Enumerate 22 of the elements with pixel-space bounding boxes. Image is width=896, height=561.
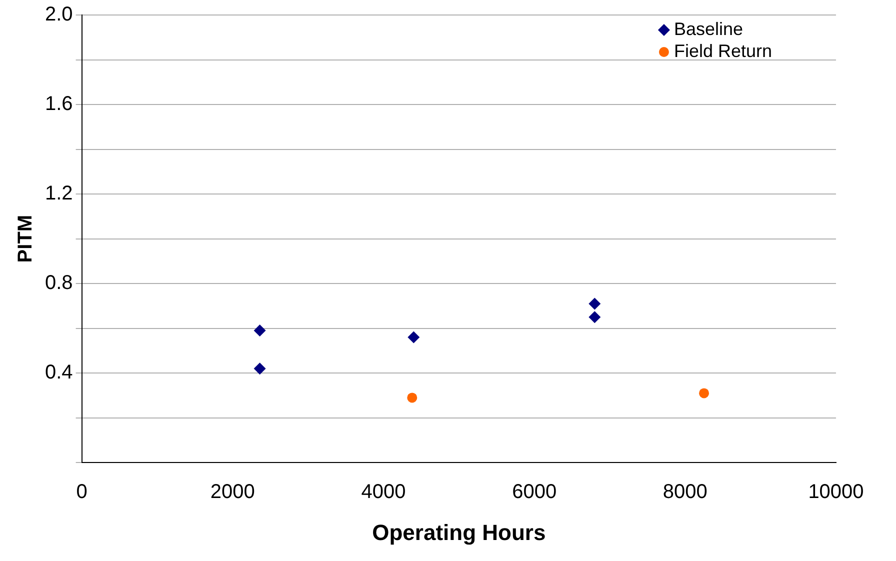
legend-label: Field Return — [674, 40, 772, 61]
x-tick-label: 8000 — [662, 481, 708, 504]
point — [588, 298, 601, 310]
point — [588, 311, 601, 324]
x-axis-title: Operating Hours — [372, 520, 546, 545]
legend-label: Baseline — [674, 18, 744, 39]
point — [699, 388, 710, 398]
x-tick-label: 2000 — [210, 481, 255, 504]
point — [407, 392, 418, 403]
y-tick-label: 2.0 — [44, 4, 73, 26]
x-tick-label: 4000 — [361, 481, 406, 504]
x-tick-label: 10000 — [808, 481, 864, 504]
y-tick-label: 1.2 — [44, 182, 73, 205]
y-tick-label: 0.4 — [44, 362, 73, 384]
y-tick-label: 0.8 — [44, 272, 73, 294]
x-tick-label: 6000 — [512, 481, 557, 504]
point — [254, 362, 266, 375]
point — [254, 324, 266, 337]
point — [408, 331, 420, 344]
y-axis-title: PITM — [14, 214, 37, 263]
x-tick-label: 0 — [76, 481, 88, 504]
y-tick-label: 1.6 — [44, 93, 73, 116]
